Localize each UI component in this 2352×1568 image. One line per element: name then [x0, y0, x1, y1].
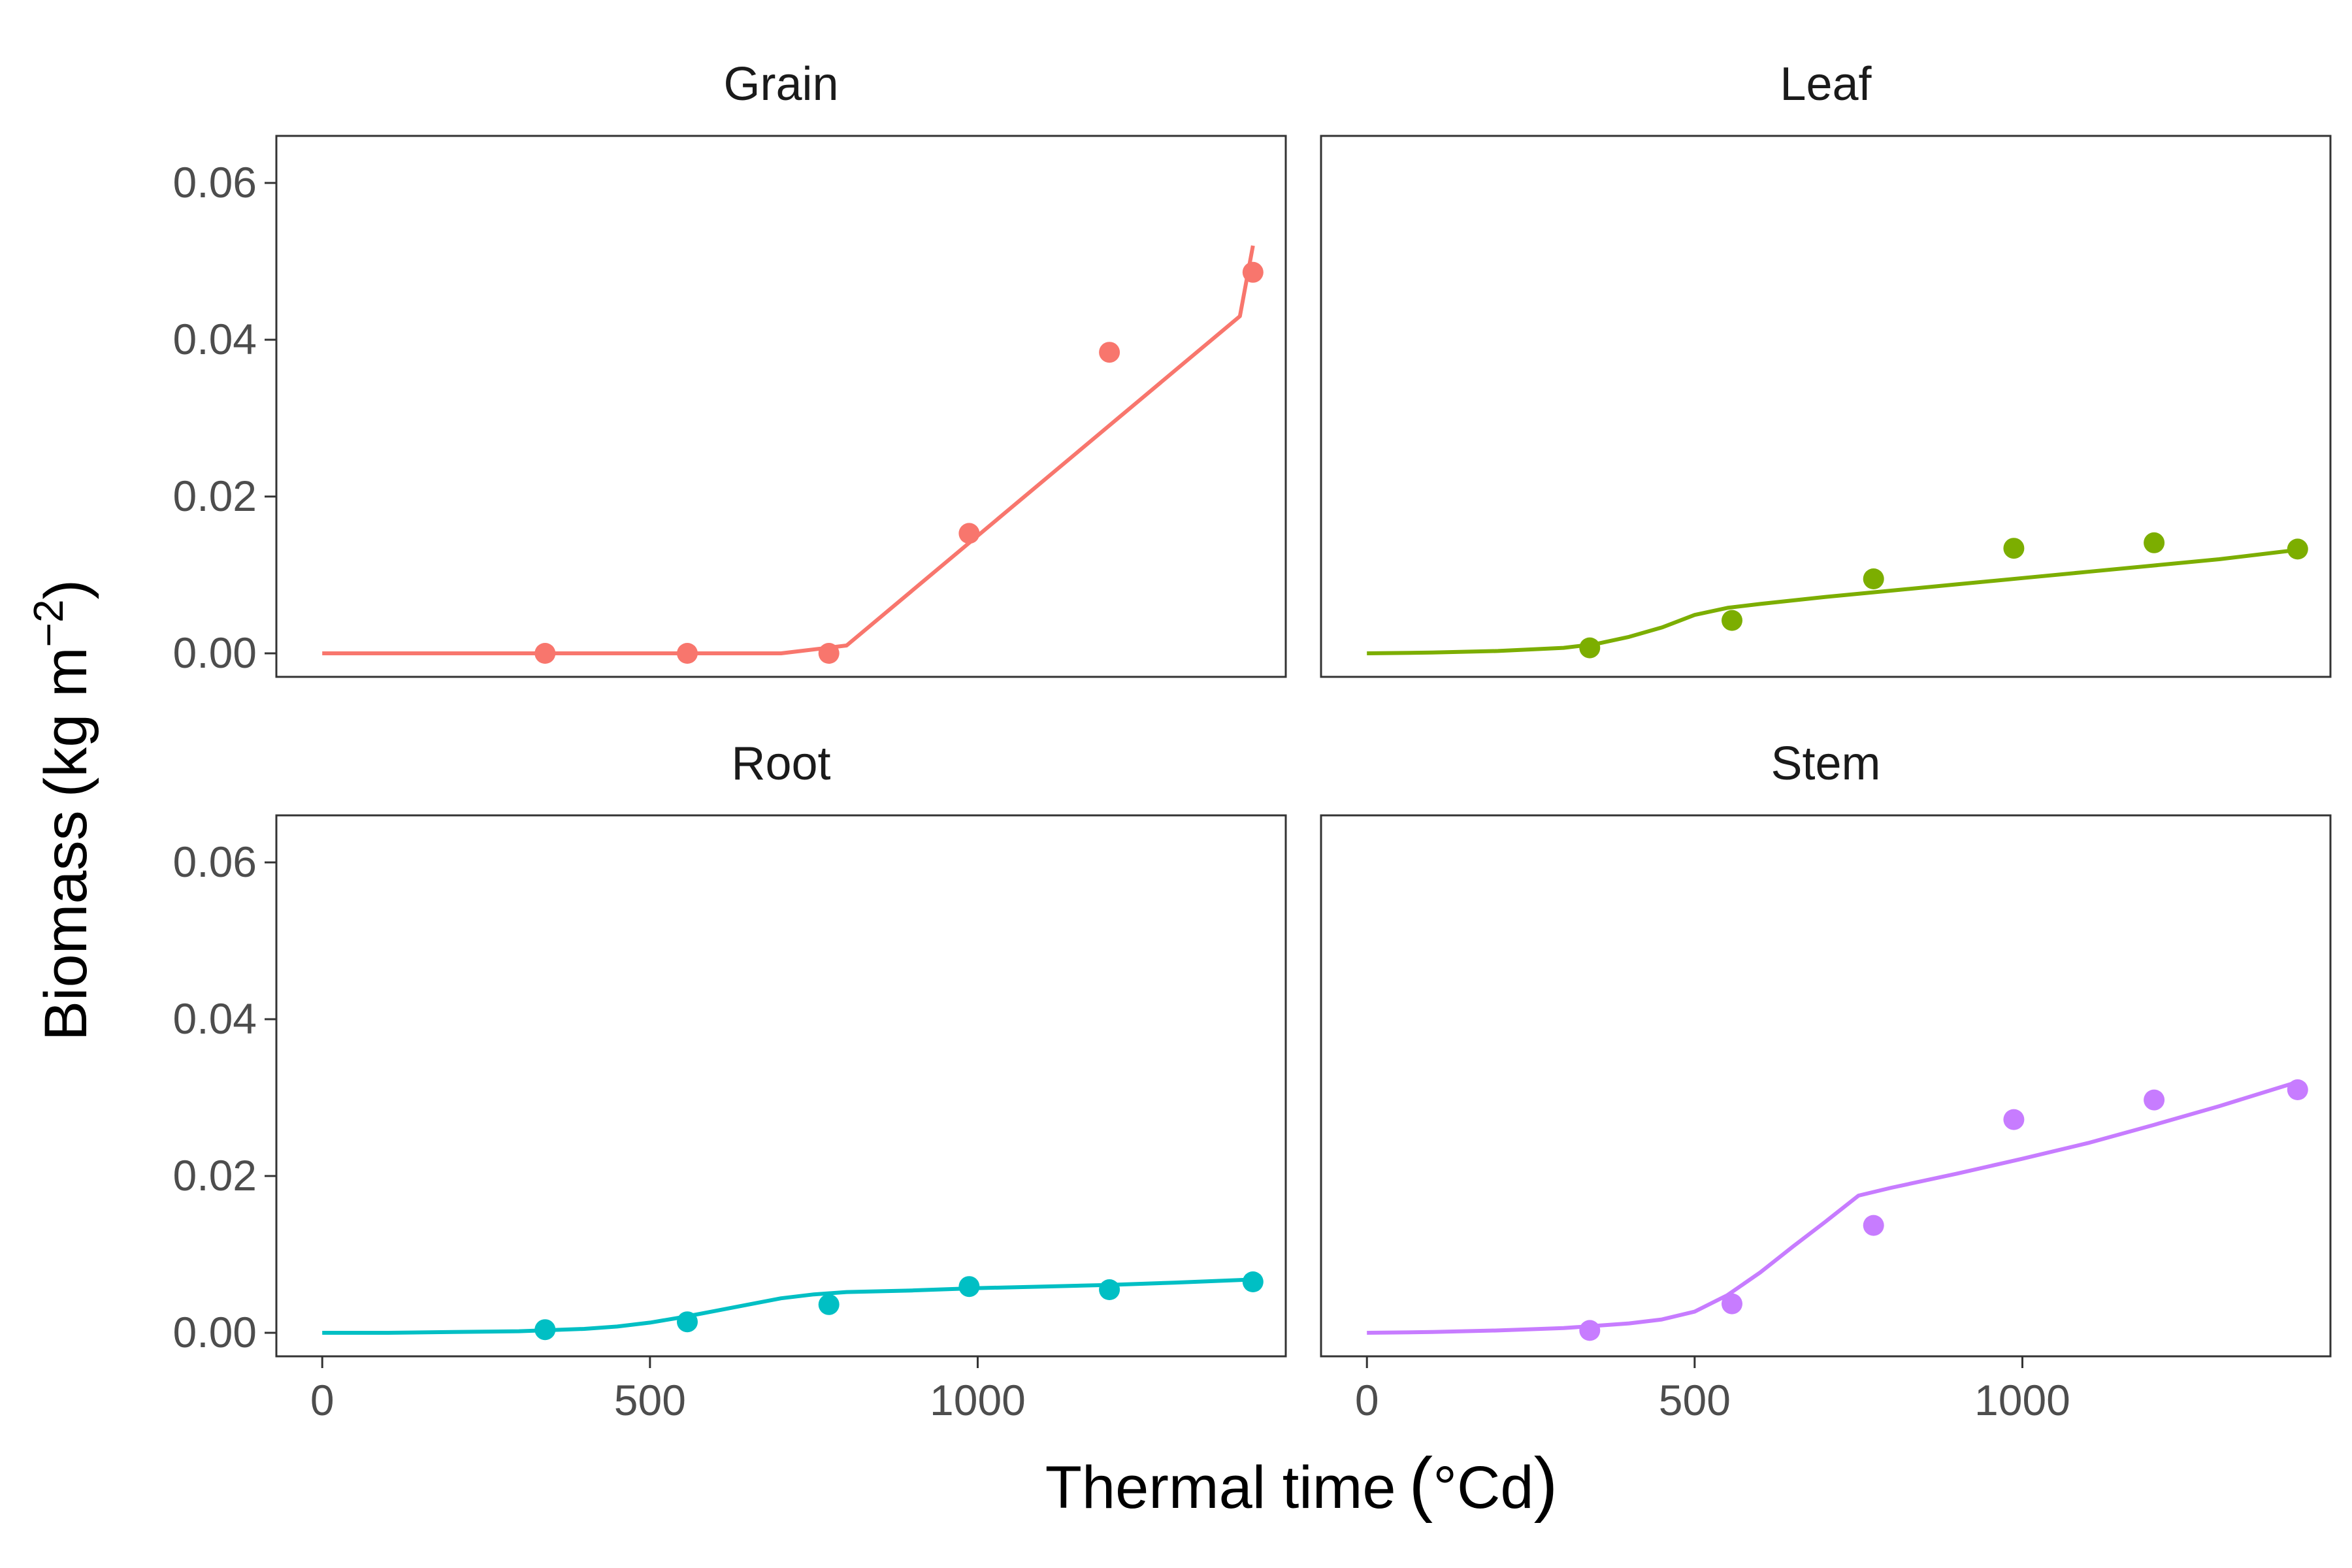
y-tick-label: 0.06 — [173, 838, 257, 886]
x-axis-label: Thermal time — [1045, 1454, 1396, 1521]
simulated-line-stem — [1367, 1080, 2298, 1335]
observed-point-stem — [1722, 1293, 1742, 1315]
observed-point-root — [958, 1276, 980, 1298]
observed-point-root — [1099, 1279, 1120, 1300]
observed-point-stem — [2144, 1089, 2165, 1111]
observed-point-root — [1242, 1271, 1264, 1292]
y-tick-label: 0.06 — [173, 158, 257, 206]
observed-point-stem — [1863, 1215, 1884, 1236]
panel-border-leaf — [1320, 135, 2332, 678]
x-tick-label: 0 — [310, 1376, 335, 1424]
observed-point-leaf — [1579, 637, 1601, 659]
x-tick-label: 500 — [1659, 1376, 1731, 1424]
observed-point-leaf — [1863, 568, 1884, 589]
observed-point-grain — [818, 643, 840, 664]
simulated-line-root — [322, 1277, 1253, 1335]
x-axis-unit: °Cd — [1433, 1454, 1533, 1521]
panel-grain: Grain 0.00 0.02 0.04 0.06 — [173, 58, 1287, 678]
panel-leaf: Leaf — [1320, 58, 2332, 678]
panel-border-grain — [275, 135, 1287, 678]
y-tick-label: 0.00 — [173, 629, 257, 677]
y-tick-label: 0.00 — [173, 1308, 257, 1356]
panel-border-root — [275, 814, 1287, 1358]
simulated-line-leaf — [1367, 547, 2298, 655]
panel-title-stem: Stem — [1771, 738, 1880, 790]
observed-point-grain — [534, 643, 556, 664]
observed-point-grain — [677, 643, 698, 664]
x-axis-title: Thermal time (°Cd) — [1045, 1443, 1558, 1524]
observed-point-stem — [2003, 1109, 2025, 1130]
observed-point-grain — [958, 523, 980, 544]
panel-title-root: Root — [731, 738, 830, 790]
panel-title-grain: Grain — [723, 58, 838, 110]
observed-point-leaf — [1722, 610, 1742, 631]
x-tick-label: 1000 — [1974, 1376, 2070, 1424]
facet-panels: Grain 0.00 0.02 0.04 0.06 Leaf Root 0.00 0.02 0.0… — [173, 58, 2332, 1424]
panel-border-stem — [1320, 814, 2332, 1358]
y-tick-label: 0.02 — [173, 1151, 257, 1200]
y-axis-unit: kg m — [33, 647, 99, 777]
y-tick-label: 0.04 — [173, 315, 257, 363]
panel-stem: Stem 0 500 1000 — [1320, 738, 2332, 1424]
y-tick-label: 0.04 — [173, 994, 257, 1043]
x-tick-label: 1000 — [930, 1376, 1026, 1424]
observed-point-leaf — [2144, 532, 2165, 553]
observed-point-root — [818, 1294, 840, 1315]
x-tick-label: 0 — [1355, 1376, 1379, 1424]
x-tick-label: 500 — [614, 1376, 686, 1424]
observed-point-leaf — [2287, 538, 2308, 560]
observed-point-stem — [2287, 1079, 2308, 1100]
y-axis-title: Biomass(kg m−2) — [25, 580, 99, 1041]
y-axis-label: Biomass — [33, 810, 99, 1041]
observed-point-stem — [1579, 1320, 1601, 1341]
observed-point-root — [534, 1319, 556, 1341]
observed-point-root — [677, 1311, 698, 1333]
observed-point-grain — [1242, 261, 1264, 283]
y-tick-label: 0.02 — [173, 472, 257, 520]
panel-title-leaf: Leaf — [1780, 58, 1872, 110]
panel-root: Root 0.00 0.02 0.04 0.06 0 500 1000 — [173, 738, 1287, 1424]
observed-point-grain — [1099, 342, 1120, 363]
y-axis-unit-exponent: −2 — [25, 599, 72, 647]
observed-point-leaf — [2003, 538, 2025, 559]
